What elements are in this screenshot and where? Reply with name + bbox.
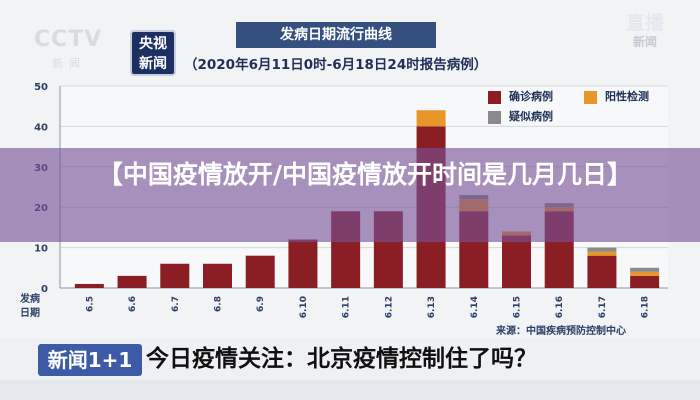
y-tick-label-0: 0: [41, 284, 48, 295]
channel-badge-text: 央视 新闻: [139, 36, 167, 72]
cctv-logo-sub: 新闻: [52, 57, 86, 70]
bar-6-8-series-0: [203, 263, 232, 288]
live-badge-text: 直播: [625, 12, 664, 34]
bar-6-10-series-0: [288, 239, 318, 288]
legend-label-suspected: 疑似病例: [509, 110, 553, 123]
x-tick-label-6-9: 6.9: [256, 296, 266, 312]
x-tick-label-6-12: 6.12: [384, 296, 394, 318]
bar-6-17-series-0: [587, 255, 617, 288]
ticker-strip: [0, 380, 700, 400]
legend-label-confirmed: 确诊病例: [509, 90, 553, 103]
channel-badge: 央视 新闻: [130, 30, 176, 76]
ticker-headline: 今日疫情关注：北京疫情控制住了吗？: [146, 346, 537, 372]
bar-6-17-series-1: [587, 251, 617, 256]
chart-title: 发病日期流行曲线: [236, 22, 436, 48]
overlay-title: 【中国疫情放开/中国疫情放开时间是几月几日】: [97, 160, 633, 189]
x-tick-label-6-10: 6.10: [299, 296, 309, 318]
bar-6-7-series-0: [160, 263, 190, 288]
legend-swatch-asymptomatic: [584, 90, 597, 104]
bar-6-18-series-1: [630, 271, 660, 276]
legend-label-asymptomatic: 阳性检测: [605, 90, 649, 103]
live-badge-sub: 新闻: [632, 35, 657, 49]
x-tick-label-6-7: 6.7: [171, 296, 181, 312]
y-tick-label-50: 50: [34, 82, 48, 93]
x-tick-label-6-5: 6.5: [85, 296, 95, 312]
y-tick-label-10: 10: [34, 244, 48, 255]
x-axis-label-line2: 日期: [20, 306, 40, 319]
x-tick-label-6-15: 6.15: [513, 296, 523, 318]
bar-6-17-series-2: [587, 247, 617, 252]
x-tick-label-6-13: 6.13: [427, 296, 437, 318]
bar-6-18-series-0: [630, 275, 660, 288]
bar-6-13-series-1: [416, 110, 446, 127]
x-tick-label-6-6: 6.6: [128, 296, 138, 312]
live-badge: 直播 新闻: [616, 12, 674, 52]
legend-swatch-confirmed: [488, 90, 501, 104]
bar-6-18-series-2: [630, 267, 660, 272]
overlay-band: [0, 148, 700, 242]
chart-subtitle: （2020年6月11日0时-6月18日24时报告病例）: [184, 57, 488, 73]
bar-6-9-series-0: [245, 255, 275, 288]
x-axis-label-line1: 发病: [19, 292, 40, 305]
x-tick-label-6-17: 6.17: [598, 296, 608, 318]
ticker-logo: 新闻1+1: [38, 344, 142, 376]
legend-swatch-suspected: [488, 110, 501, 124]
legend-item-confirmed: 确诊病例: [488, 90, 553, 104]
x-tick-label-6-18: 6.18: [641, 296, 651, 318]
x-tick-label-6-16: 6.16: [555, 296, 565, 318]
bar-6-5-series-0: [74, 283, 104, 288]
cctv-logo-text: CCTV: [34, 27, 103, 52]
y-tick-label-40: 40: [34, 122, 48, 133]
chart-source: 来源：中国疾病预防控制中心: [496, 326, 626, 337]
legend-item-suspected: 疑似病例: [488, 110, 553, 124]
bar-6-15-series-0: [502, 235, 531, 288]
x-tick-label-6-11: 6.11: [342, 296, 352, 318]
x-tick-label-6-14: 6.14: [470, 296, 480, 318]
legend-item-asymptomatic: 阳性检测: [584, 90, 649, 104]
x-tick-label-6-8: 6.8: [214, 296, 224, 312]
bar-6-6-series-0: [117, 275, 147, 288]
cctv-logo: CCTV 新闻: [34, 27, 124, 71]
